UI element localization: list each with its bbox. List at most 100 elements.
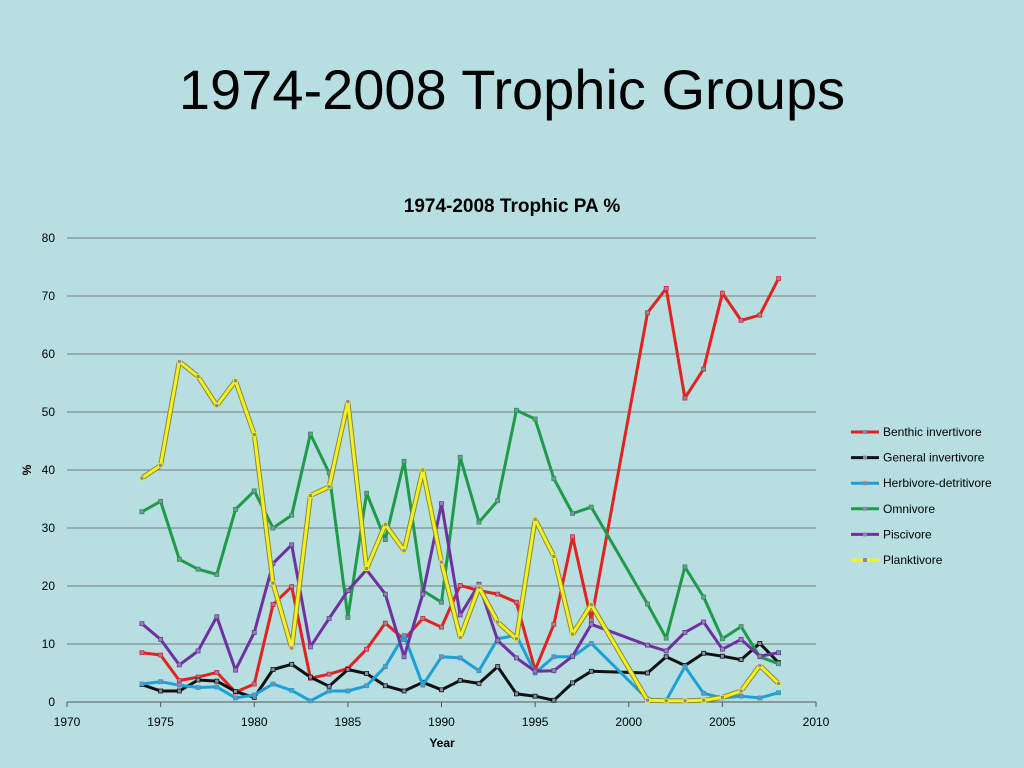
data-point-planktivore — [401, 548, 407, 554]
data-point-omnivore — [270, 525, 276, 531]
data-point-herbivore-detritivore — [776, 690, 781, 696]
data-point-omnivore — [776, 661, 781, 667]
data-point-herbivore-detritivore — [176, 682, 182, 688]
data-point-planktivore — [439, 559, 444, 565]
data-point-herbivore-detritivore — [551, 654, 557, 660]
y-tick-label: 20 — [42, 579, 56, 593]
data-point-general-invertivore — [701, 650, 707, 656]
data-point-general-invertivore — [738, 657, 744, 663]
data-point-piscivore — [682, 630, 688, 635]
y-tick-label: 60 — [42, 347, 56, 361]
data-point-planktivore — [776, 681, 781, 686]
x-tick-label: 2000 — [615, 715, 642, 729]
y-tick-label: 70 — [42, 289, 56, 303]
data-point-omnivore — [308, 431, 313, 437]
data-point-piscivore — [645, 642, 650, 648]
data-point-omnivore — [233, 507, 238, 512]
data-point-general-invertivore — [308, 674, 313, 680]
data-point-omnivore — [719, 636, 725, 642]
data-point-omnivore — [551, 476, 557, 482]
data-point-planktivore — [139, 475, 145, 481]
data-point-omnivore — [476, 519, 482, 525]
data-point-planktivore — [214, 403, 220, 409]
data-point-planktivore — [495, 619, 501, 625]
data-point-planktivore — [251, 432, 257, 438]
data-point-planktivore — [663, 698, 669, 704]
data-point-piscivore — [233, 667, 238, 673]
data-point-herbivore-detritivore — [195, 685, 201, 690]
data-point-herbivore-detritivore — [738, 693, 744, 699]
data-point-general-invertivore — [457, 678, 463, 683]
data-point-general-invertivore — [645, 670, 650, 676]
data-point-omnivore — [682, 564, 688, 570]
data-point-piscivore — [289, 542, 295, 548]
slide-title: 1974-2008 Trophic Groups — [178, 58, 846, 121]
data-point-general-invertivore — [439, 687, 444, 693]
data-point-planktivore — [532, 516, 538, 522]
data-point-planktivore — [420, 467, 426, 473]
data-point-planktivore — [289, 645, 295, 651]
data-point-piscivore — [195, 648, 201, 654]
y-tick-label: 0 — [48, 695, 55, 709]
data-point-omnivore — [738, 624, 744, 629]
data-point-planktivore — [682, 698, 688, 704]
data-point-general-invertivore — [757, 641, 763, 646]
data-point-omnivore — [401, 458, 407, 464]
series-line-omnivore — [141, 408, 780, 666]
data-point-piscivore — [326, 616, 332, 621]
data-point-benthic-invertivore — [701, 366, 707, 372]
data-point-piscivore — [738, 636, 744, 642]
legend-label-planktivore: Planktivore — [883, 553, 943, 567]
data-point-piscivore — [719, 646, 725, 652]
data-point-herbivore-detritivore — [289, 688, 295, 693]
data-point-general-invertivore — [663, 654, 669, 660]
data-point-general-invertivore — [158, 688, 164, 694]
legend-label-benthic-invertivore: Benthic invertivore — [883, 425, 982, 439]
data-point-piscivore — [457, 612, 463, 618]
data-point-piscivore — [176, 662, 182, 668]
data-point-benthic-invertivore — [439, 624, 444, 630]
data-point-piscivore — [701, 619, 707, 625]
data-point-benthic-invertivore — [158, 652, 164, 658]
data-point-benthic-invertivore — [139, 650, 145, 656]
data-point-benthic-invertivore — [382, 620, 388, 626]
x-tick-label: 1985 — [335, 715, 362, 729]
data-point-herbivore-detritivore — [345, 688, 351, 694]
data-point-herbivore-detritivore — [270, 681, 276, 687]
data-point-planktivore — [364, 566, 370, 571]
data-point-piscivore — [532, 668, 538, 674]
y-tick-label: 30 — [42, 521, 56, 535]
data-point-planktivore — [588, 602, 594, 607]
data-point-general-invertivore — [551, 697, 557, 703]
data-point-omnivore — [588, 504, 594, 510]
data-point-piscivore — [514, 655, 519, 661]
data-point-omnivore — [139, 509, 145, 515]
data-point-planktivore — [719, 694, 725, 700]
data-point-planktivore — [270, 580, 276, 586]
data-point-omnivore — [251, 488, 257, 494]
data-point-omnivore — [364, 490, 370, 496]
data-point-benthic-invertivore — [645, 310, 650, 316]
data-point-planktivore — [326, 484, 332, 490]
data-point-general-invertivore — [495, 664, 501, 670]
data-point-benthic-invertivore — [364, 646, 370, 652]
x-tick-label: 1970 — [54, 715, 81, 729]
data-point-omnivore — [514, 407, 519, 413]
y-axis-title: % — [20, 464, 34, 475]
data-point-herbivore-detritivore — [420, 682, 426, 688]
data-point-piscivore — [139, 621, 145, 627]
data-point-benthic-invertivore — [326, 671, 332, 677]
y-tick-label: 10 — [42, 637, 56, 651]
data-point-benthic-invertivore — [289, 584, 295, 589]
data-point-benthic-invertivore — [682, 395, 688, 401]
data-point-benthic-invertivore — [420, 616, 426, 621]
data-point-omnivore — [457, 454, 463, 460]
data-point-benthic-invertivore — [251, 681, 257, 687]
data-point-planktivore — [457, 635, 463, 641]
x-tick-label: 2005 — [709, 715, 736, 729]
legend-marker-benthic-invertivore — [863, 430, 867, 434]
data-point-benthic-invertivore — [663, 286, 669, 291]
legend-marker-herbivore-detritivore — [863, 481, 867, 486]
data-point-general-invertivore — [570, 680, 575, 686]
